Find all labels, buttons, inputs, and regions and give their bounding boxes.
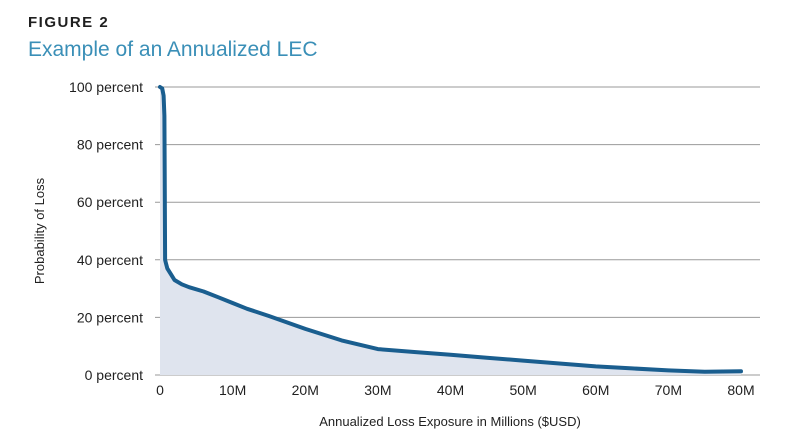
chart-title: Example of an Annualized LEC [28,38,318,61]
x-tick-label: 30M [364,382,391,398]
x-tick-label: 10M [219,382,246,398]
x-tick-label: 40M [437,382,464,398]
x-tick-label: 0 [156,382,164,398]
x-axis-label: Annualized Loss Exposure in Millions ($U… [319,414,581,429]
x-tick-label: 20M [292,382,319,398]
y-tick-label: 20 percent [77,309,143,325]
x-tick-label: 50M [510,382,537,398]
y-tick-label: 100 percent [69,79,143,95]
y-tick-label: 0 percent [85,367,143,383]
figure-label: FIGURE 2 [28,14,110,31]
x-tick-label: 70M [655,382,682,398]
y-tick-label: 60 percent [77,194,143,210]
loss-exceedance-curve [158,85,743,374]
y-axis-label: Probability of Loss [32,177,47,284]
x-tick-label: 80M [727,382,754,398]
area-fill [160,87,741,375]
y-axis-ticks: 0 percent 20 percent 40 percent 60 percent 8… [69,79,143,383]
y-tick-label: 80 percent [77,137,143,153]
x-tick-label: 60M [582,382,609,398]
x-axis-ticks: 0 10M 20M 30M 40M 50M 60M 70M 80M [156,382,755,398]
y-tick-label: 40 percent [77,252,143,268]
